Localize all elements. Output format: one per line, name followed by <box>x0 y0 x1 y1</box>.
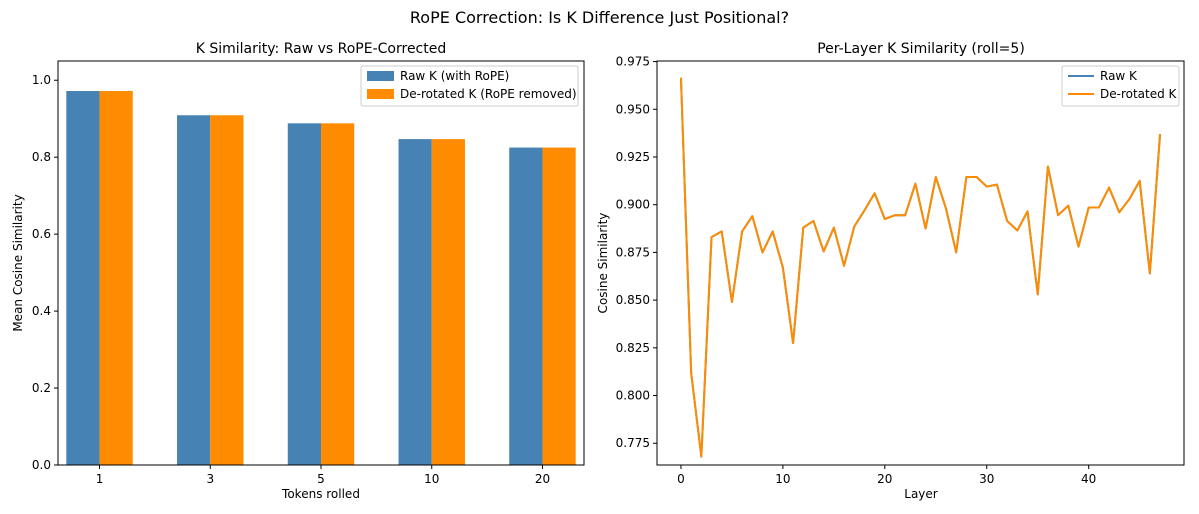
y-tick-label: 0.775 <box>616 436 650 450</box>
line-chart-axes: 0.775 0.800 0.825 0.850 0.875 0.900 0.925 0.950… <box>616 55 1097 486</box>
y-tick-label: 0.6 <box>32 227 51 241</box>
line-chart-panel: Per-Layer K Similarity (roll=5) 0.775 0.8… <box>596 41 1185 501</box>
bar-derotated <box>542 147 576 466</box>
bar-raw <box>287 123 321 466</box>
legend-swatch-derotated <box>367 89 394 99</box>
y-tick-label: 0.800 <box>616 389 650 403</box>
x-tick-label: 10 <box>775 472 790 486</box>
bar-derotated <box>99 91 133 466</box>
line-chart-legend: Raw K De-rotated K <box>1061 65 1180 107</box>
figure-suptitle: RoPE Correction: Is K Difference Just Po… <box>410 8 789 27</box>
bar-chart-frame <box>57 60 585 466</box>
bar-derotated <box>431 139 465 465</box>
bar-chart-title: K Similarity: Raw vs RoPE-Corrected <box>196 41 447 57</box>
line-chart-frame <box>656 60 1185 466</box>
y-tick-label: 0.875 <box>616 245 650 259</box>
y-tick-label: 0.850 <box>616 293 650 307</box>
x-tick-label: 40 <box>1081 472 1096 486</box>
series-line-raw <box>679 77 1162 458</box>
bar-raw <box>509 147 543 466</box>
bar-legend-label-derotated: De-rotated K (RoPE removed) <box>400 87 577 101</box>
bar-legend-label-raw: Raw K (with RoPE) <box>400 69 509 83</box>
y-tick-label: 0.925 <box>616 150 650 164</box>
x-tick-label: 30 <box>979 472 994 486</box>
bar-derotated <box>321 123 355 466</box>
x-tick-label: 20 <box>535 472 550 486</box>
x-tick-label: 1 <box>96 472 104 486</box>
x-tick-label: 10 <box>424 472 439 486</box>
bar-raw <box>66 91 100 466</box>
y-tick-label: 0.0 <box>32 458 51 472</box>
bar-chart-panel: K Similarity: Raw vs RoPE-Corrected 0.00… <box>11 41 585 501</box>
y-tick-label: 0.900 <box>616 198 650 212</box>
bar-chart-xlabel: Tokens rolled <box>281 487 360 501</box>
y-tick-label: 1.0 <box>32 73 51 87</box>
y-tick-label: 0.950 <box>616 102 650 116</box>
y-tick-label: 0.975 <box>616 55 650 69</box>
bar-derotated <box>210 115 244 465</box>
x-tick-label: 20 <box>877 472 892 486</box>
line-chart-xlabel: Layer <box>904 487 938 501</box>
series-line-derotated <box>679 77 1162 458</box>
line-chart-lines <box>679 77 1162 458</box>
bar-chart-axes: 0.0 0.2 0.4 0.6 0.8 1.0 1 3 5 10 20 <box>32 73 550 486</box>
bar-raw <box>398 139 432 465</box>
x-tick-label: 5 <box>317 472 325 486</box>
y-tick-label: 0.8 <box>32 150 51 164</box>
bar-legend-frame <box>360 65 579 107</box>
y-tick-label: 0.4 <box>32 304 51 318</box>
x-tick-label: 0 <box>677 472 685 486</box>
legend-swatch-raw <box>367 71 394 81</box>
bar-chart-bars <box>66 91 576 466</box>
bar-chart-ylabel: Mean Cosine Similarity <box>11 194 25 331</box>
bar-raw <box>177 115 211 465</box>
line-legend-label-raw: Raw K <box>1100 69 1138 83</box>
x-tick-label: 3 <box>206 472 214 486</box>
y-tick-label: 0.825 <box>616 341 650 355</box>
line-chart-ylabel: Cosine Similarity <box>596 213 610 314</box>
line-chart-title: Per-Layer K Similarity (roll=5) <box>817 41 1025 57</box>
line-legend-label-derotated: De-rotated K <box>1100 87 1178 101</box>
y-tick-label: 0.2 <box>32 381 51 395</box>
bar-chart-legend: Raw K (with RoPE) De-rotated K (RoPE rem… <box>360 65 579 107</box>
